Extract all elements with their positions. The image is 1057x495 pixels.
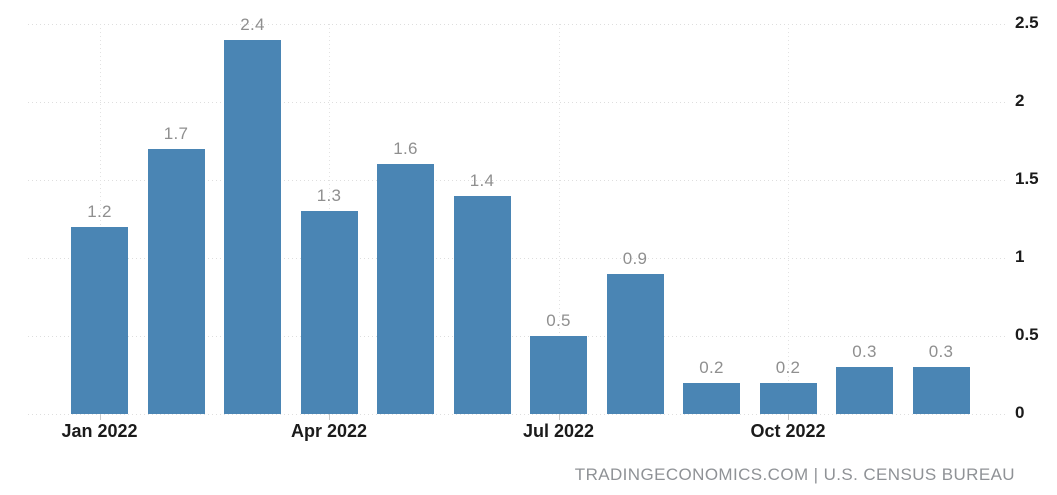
y-axis-label: 0.5 <box>1015 325 1039 344</box>
bar-value-label: 0.9 <box>622 248 648 268</box>
bar[interactable] <box>759 382 817 414</box>
y-axis-label: 0 <box>1015 403 1025 422</box>
bar[interactable] <box>530 336 587 414</box>
gridline-vertical <box>558 24 560 414</box>
bar[interactable] <box>224 39 281 414</box>
gridline-vertical <box>99 24 101 414</box>
bar[interactable] <box>606 273 664 414</box>
y-axis-label: 2 <box>1015 91 1025 110</box>
x-axis-label: Apr 2022 <box>290 421 368 441</box>
bar-value-label: 0.3 <box>928 342 954 362</box>
y-axis-label: 2.5 <box>1015 13 1039 32</box>
bar-value-label: 0.2 <box>775 357 801 377</box>
x-axis-tick <box>558 414 560 420</box>
bar-value-label: 1.6 <box>393 139 418 159</box>
bar[interactable] <box>377 164 434 414</box>
bar[interactable] <box>683 382 740 414</box>
bar-value-label: 2.4 <box>240 14 265 34</box>
gridline-horizontal <box>28 336 1005 337</box>
bar-value-label: 0.2 <box>699 357 724 377</box>
bar-value-label: 1.3 <box>316 186 342 206</box>
gridline-vertical <box>788 24 789 414</box>
source-attribution: TRADINGECONOMICS.COM | U.S. CENSUS BUREA… <box>574 465 1015 484</box>
bar[interactable] <box>71 226 128 414</box>
gridline-horizontal <box>28 180 1005 181</box>
bar[interactable] <box>836 367 893 414</box>
bar-value-label: 0.5 <box>546 311 571 330</box>
x-axis-label: Oct 2022 <box>750 421 826 441</box>
gridline-horizontal <box>28 102 1005 103</box>
x-axis-label: Jul 2022 <box>522 421 595 441</box>
x-axis-tick <box>329 414 330 420</box>
x-axis-tick <box>788 414 789 420</box>
y-axis-label: 1.5 <box>1015 169 1039 188</box>
bar-value-label: 1.2 <box>87 201 112 221</box>
bar[interactable] <box>912 367 970 414</box>
bar[interactable] <box>300 211 358 414</box>
x-axis-label: Jan 2022 <box>61 421 138 441</box>
plot-area: Jan 2022 Apr 2022 Jul 2022 Oct 2022 0 0.5 1 1.5… <box>28 13 1039 441</box>
bar-value-label: 1.4 <box>469 170 495 190</box>
x-axis-tick <box>99 414 101 420</box>
bar-value-label: 0.3 <box>852 342 877 362</box>
bar[interactable] <box>147 148 205 414</box>
bar[interactable] <box>453 195 511 414</box>
gridline-horizontal <box>28 24 1005 25</box>
gridline-horizontal <box>28 414 1005 415</box>
bar-value-label: 1.7 <box>163 123 189 143</box>
gridline-horizontal <box>28 258 1005 259</box>
y-axis-label: 1 <box>1015 247 1025 266</box>
